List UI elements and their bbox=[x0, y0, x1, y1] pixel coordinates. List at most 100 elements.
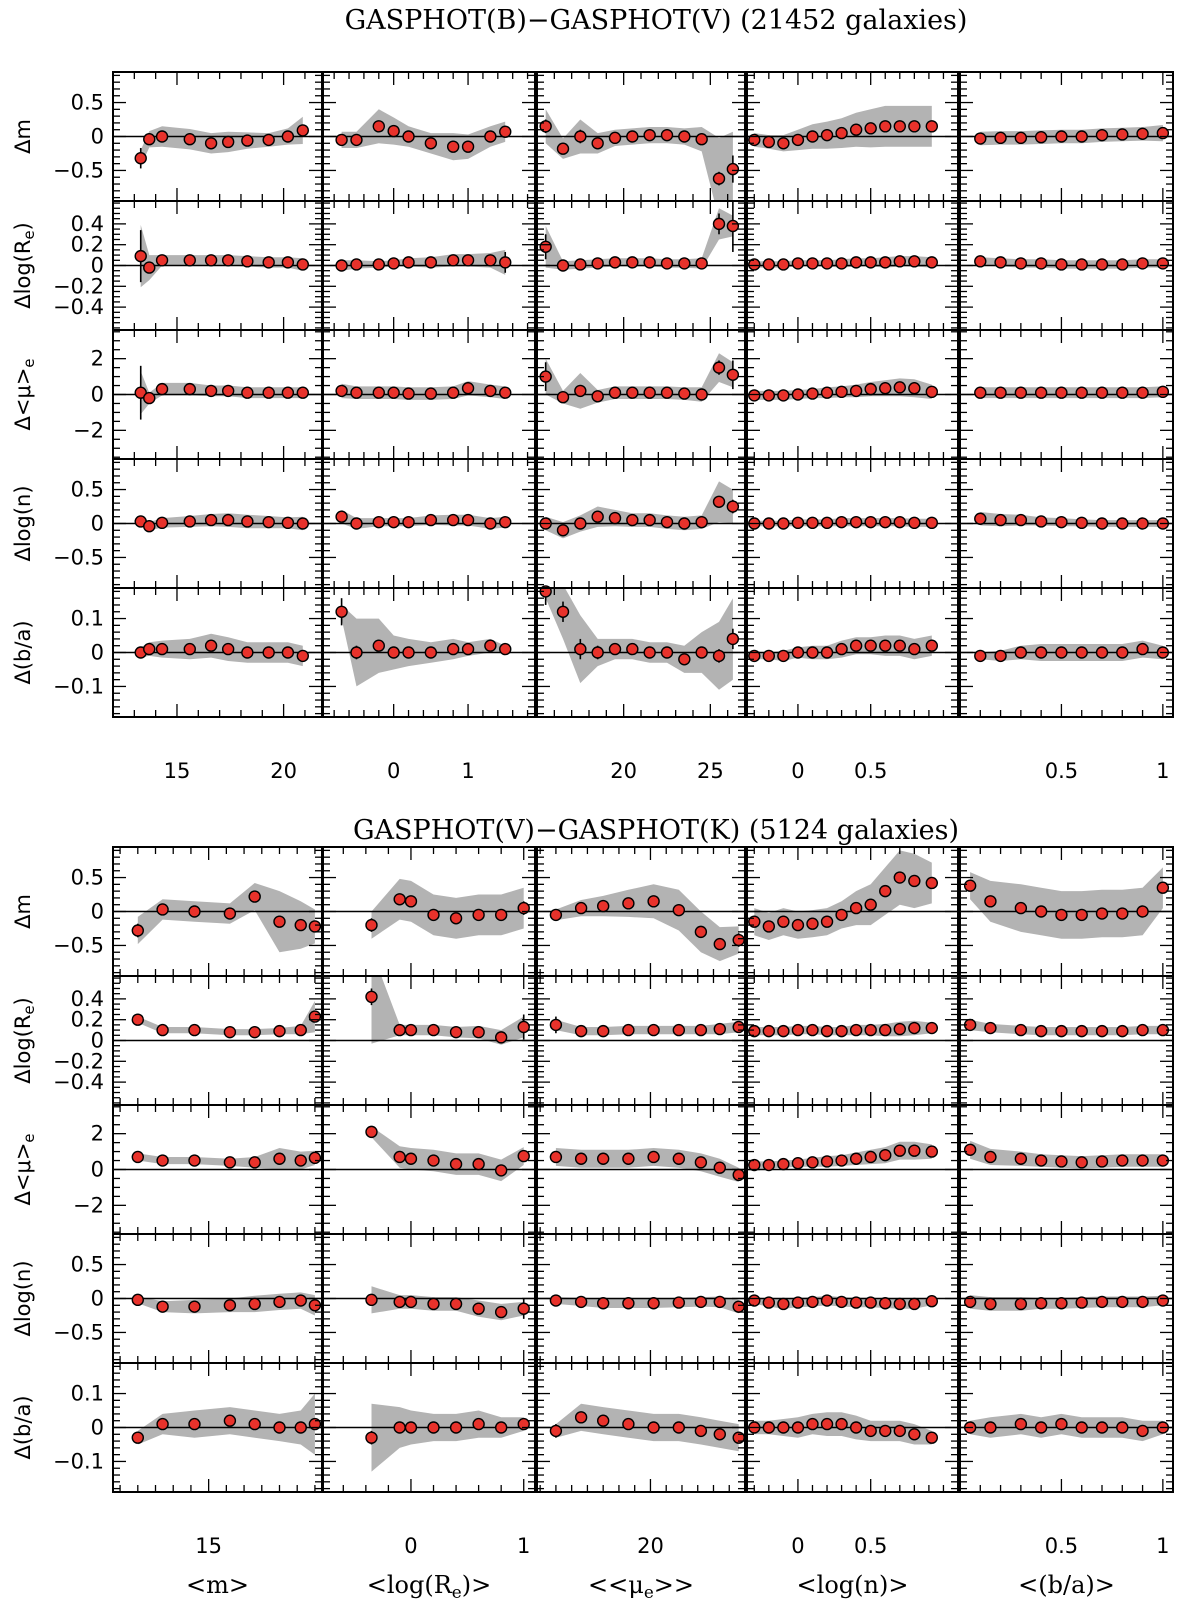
data-point bbox=[791, 516, 805, 530]
data-point bbox=[188, 1300, 201, 1313]
data-point bbox=[1055, 515, 1068, 529]
data-point bbox=[494, 1164, 508, 1177]
bottom-xtick-col-5: 0.5 bbox=[1045, 1534, 1078, 1558]
bottom-xtick-col-3: 20 bbox=[637, 1534, 664, 1558]
data-point bbox=[387, 386, 400, 399]
data-point bbox=[549, 1018, 563, 1032]
data-point bbox=[925, 876, 939, 890]
bottom-ylabel-row-5: Δ(b/a) bbox=[11, 1395, 35, 1459]
top-panel-r4-c4 bbox=[746, 458, 959, 589]
data-point bbox=[1034, 1297, 1048, 1310]
data-point bbox=[908, 120, 921, 133]
data-point bbox=[777, 517, 790, 530]
data-point bbox=[974, 386, 987, 399]
bottom-ylabel-row-2: Δlog(Re) bbox=[11, 997, 38, 1083]
bottom-ytick-row-1: 0 bbox=[91, 900, 104, 924]
data-point bbox=[777, 258, 790, 271]
data-point bbox=[694, 925, 708, 939]
data-point bbox=[221, 642, 235, 656]
data-point bbox=[762, 135, 776, 149]
scatter-band bbox=[371, 1286, 524, 1321]
data-point bbox=[626, 256, 639, 269]
bottom-ylabel-row-4: Δlog(n) bbox=[11, 1260, 35, 1336]
data-point bbox=[777, 1421, 790, 1434]
data-point bbox=[879, 639, 892, 652]
data-point bbox=[1014, 386, 1028, 399]
data-point bbox=[296, 649, 310, 663]
data-point bbox=[835, 385, 848, 399]
data-point bbox=[647, 1297, 660, 1310]
data-point bbox=[294, 1421, 307, 1434]
data-point bbox=[1055, 908, 1068, 922]
data-point bbox=[221, 135, 235, 149]
data-point bbox=[984, 1150, 997, 1164]
data-point bbox=[820, 386, 834, 399]
data-point bbox=[446, 254, 460, 267]
top-panel-r4-c1 bbox=[112, 458, 323, 589]
data-point bbox=[294, 918, 307, 932]
data-point bbox=[281, 646, 295, 659]
data-point bbox=[762, 1158, 776, 1172]
data-point bbox=[1116, 128, 1129, 141]
data-point bbox=[404, 1023, 418, 1037]
data-point bbox=[963, 879, 977, 892]
data-point bbox=[762, 649, 776, 663]
data-point bbox=[131, 924, 144, 937]
data-point bbox=[404, 1152, 418, 1165]
data-point bbox=[835, 515, 848, 529]
data-point bbox=[372, 386, 385, 399]
data-point bbox=[539, 240, 552, 253]
data-point bbox=[864, 639, 877, 652]
data-point bbox=[294, 1154, 307, 1167]
data-point bbox=[820, 516, 834, 530]
bottom-ytick-row-3: 2 bbox=[91, 1122, 104, 1146]
data-point bbox=[864, 122, 877, 135]
data-point bbox=[517, 1302, 530, 1315]
data-point bbox=[596, 1414, 610, 1427]
top-ytick-row-5: 0.1 bbox=[71, 607, 104, 631]
data-point bbox=[556, 390, 570, 404]
data-point bbox=[1095, 646, 1109, 659]
data-point bbox=[1034, 130, 1048, 144]
data-point bbox=[262, 256, 275, 269]
data-point bbox=[791, 918, 805, 932]
data-point bbox=[626, 130, 639, 143]
data-point bbox=[835, 257, 848, 270]
scatter-band bbox=[980, 125, 1163, 146]
data-point bbox=[424, 137, 438, 150]
bottom-ytick-row-3: −2 bbox=[73, 1193, 104, 1217]
data-point bbox=[472, 1302, 485, 1315]
top-panel-r2-c3 bbox=[536, 200, 746, 331]
data-point bbox=[241, 646, 254, 659]
data-point bbox=[695, 388, 708, 401]
data-point bbox=[726, 500, 740, 513]
data-point bbox=[608, 386, 622, 399]
data-point bbox=[296, 124, 310, 137]
data-point bbox=[296, 258, 310, 271]
data-point bbox=[762, 1296, 776, 1309]
data-point bbox=[820, 1294, 834, 1307]
scatter-band bbox=[555, 884, 739, 962]
data-point bbox=[622, 1152, 635, 1165]
bottom-panel-r3-c5 bbox=[959, 1104, 1174, 1235]
top-panel-r2-c1 bbox=[112, 200, 323, 331]
data-point bbox=[879, 256, 892, 269]
data-point bbox=[748, 1294, 761, 1307]
top-panel-r5-c1 bbox=[112, 587, 323, 718]
data-point bbox=[908, 1021, 921, 1035]
data-point bbox=[484, 384, 497, 398]
data-point bbox=[446, 140, 460, 153]
data-point bbox=[864, 1424, 877, 1438]
data-point bbox=[1116, 1154, 1129, 1167]
data-point bbox=[732, 1020, 745, 1034]
data-point bbox=[134, 249, 147, 263]
data-point bbox=[188, 1154, 201, 1167]
data-point bbox=[849, 1023, 863, 1037]
bottom-ytick-row-2: −0.2 bbox=[53, 1049, 104, 1073]
data-point bbox=[864, 256, 877, 269]
data-point bbox=[777, 137, 790, 150]
data-point bbox=[308, 1010, 322, 1023]
data-point bbox=[1095, 1421, 1109, 1434]
data-point bbox=[893, 381, 906, 394]
data-point bbox=[281, 516, 295, 530]
